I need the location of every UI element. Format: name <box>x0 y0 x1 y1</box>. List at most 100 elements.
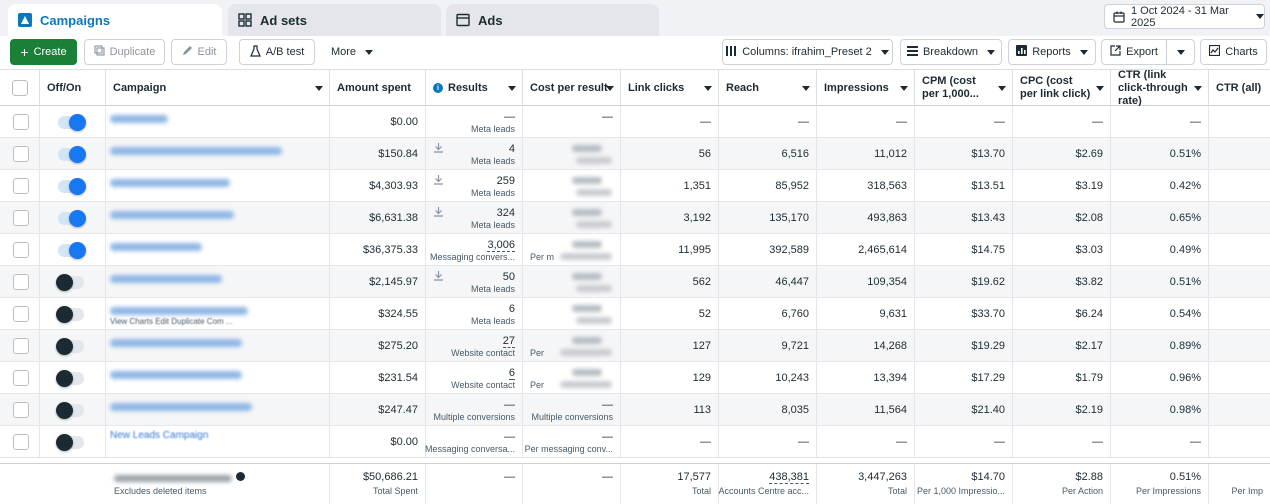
cell-sub: Meta leads <box>470 316 515 326</box>
header-link-clicks[interactable]: Link clicks <box>621 70 719 106</box>
info-icon[interactable] <box>236 472 245 481</box>
cpc-cell: $2.69 <box>1013 138 1111 170</box>
row-checkbox[interactable] <box>13 434 29 450</box>
header-impressions[interactable]: Impressions <box>817 70 915 106</box>
campaign-name-link[interactable] <box>110 211 234 219</box>
download-icon[interactable] <box>434 143 443 153</box>
more-button[interactable]: More <box>322 39 382 65</box>
campaign-toggle[interactable] <box>58 242 86 259</box>
cell-value: 129 <box>692 372 711 384</box>
export-dropdown-button[interactable] <box>1166 39 1195 65</box>
sort-icon[interactable] <box>802 86 810 91</box>
campaign-name-link[interactable]: New Leads Campaign <box>110 430 209 441</box>
sort-icon[interactable] <box>704 86 712 91</box>
table-row[interactable]: View Charts Edit Duplicate Com ... $324.5… <box>0 298 1270 330</box>
sort-icon[interactable] <box>315 86 323 91</box>
table-row[interactable]: $4,303.93 259 Meta leads 1,351 85,952 318,563… <box>0 170 1270 202</box>
download-icon[interactable] <box>434 207 443 217</box>
table-row[interactable]: $6,631.38 324 Meta leads 3,192 135,170 493,86… <box>0 202 1270 234</box>
header-label: Off/On <box>47 81 82 94</box>
download-icon[interactable] <box>434 271 443 281</box>
campaign-toggle[interactable] <box>56 274 84 291</box>
row-checkbox[interactable] <box>13 338 29 354</box>
row-checkbox[interactable] <box>13 146 29 162</box>
campaign-name-link[interactable] <box>110 371 242 379</box>
row-actions[interactable]: View Charts Edit Duplicate Com ... <box>110 317 233 326</box>
columns-button[interactable]: Columns: ifrahim_Preset 2 <box>722 39 893 65</box>
sort-icon[interactable] <box>1194 86 1202 91</box>
sort-icon[interactable] <box>1096 86 1104 91</box>
row-checkbox[interactable] <box>13 178 29 194</box>
campaign-toggle[interactable] <box>56 338 84 355</box>
charts-button[interactable]: Charts <box>1200 39 1267 65</box>
select-all-checkbox[interactable] <box>12 80 28 96</box>
campaign-toggle[interactable] <box>58 114 86 131</box>
campaign-name-link[interactable] <box>110 403 252 411</box>
row-checkbox[interactable] <box>13 274 29 290</box>
table-row[interactable]: $2,145.97 50 Meta leads 562 46,447 109,354 $19… <box>0 266 1270 298</box>
row-checkbox[interactable] <box>13 242 29 258</box>
campaign-name-link[interactable] <box>110 339 242 347</box>
info-icon[interactable]: i <box>433 83 443 93</box>
header-results[interactable]: i Results <box>426 70 523 106</box>
tab-campaigns[interactable]: Campaigns <box>8 4 222 36</box>
date-range-picker[interactable]: 1 Oct 2024 - 31 Mar 2025 <box>1104 4 1265 29</box>
row-checkbox[interactable] <box>13 370 29 386</box>
tab-ad-sets[interactable]: Ad sets <box>228 4 441 36</box>
more-label: More <box>330 46 357 58</box>
sort-icon[interactable] <box>508 86 516 91</box>
sort-icon[interactable] <box>998 86 1006 91</box>
campaign-toggle[interactable] <box>58 178 86 195</box>
create-button[interactable]: + Create <box>10 39 77 65</box>
cell-value: $3.19 <box>1075 180 1103 192</box>
export-button[interactable]: Export <box>1101 39 1167 65</box>
header-select-all[interactable] <box>0 70 40 106</box>
tab-label: Campaigns <box>40 12 111 28</box>
sort-icon[interactable] <box>606 86 614 91</box>
download-icon[interactable] <box>434 175 443 185</box>
row-checkbox[interactable] <box>13 210 29 226</box>
table-row[interactable]: $0.00— Meta leads — — — — — — — <box>0 106 1270 138</box>
header-cpc[interactable]: CPC (cost per link click) <box>1013 70 1111 106</box>
header-ctr-all[interactable]: CTR (all) <box>1209 70 1270 106</box>
campaign-toggle[interactable] <box>56 370 84 387</box>
cell-sub: Website contact <box>451 348 515 358</box>
campaign-name-link[interactable] <box>110 147 282 155</box>
header-cost-per-result[interactable]: Cost per result <box>523 70 621 106</box>
header-cpm[interactable]: CPM (cost per 1,000... <box>915 70 1013 106</box>
table-row[interactable]: $247.47— Multiple conversions — Multiple co… <box>0 394 1270 426</box>
campaign-name-link[interactable] <box>110 115 168 123</box>
table-row[interactable]: $275.20 27 Website contact Per 127 9,721 14,26… <box>0 330 1270 362</box>
ab-test-button[interactable]: A/B test <box>239 39 315 65</box>
reports-button[interactable]: Reports <box>1008 39 1096 65</box>
header-amount-spent[interactable]: Amount spent <box>330 70 426 106</box>
edit-button[interactable]: Edit <box>171 39 227 65</box>
campaign-toggle[interactable] <box>58 146 86 163</box>
header-reach[interactable]: Reach <box>719 70 817 106</box>
table-row[interactable]: $150.84 4 Meta leads 56 6,516 11,012 $13.70 $2.… <box>0 138 1270 170</box>
header-campaign[interactable]: Campaign <box>106 70 330 106</box>
sort-icon[interactable] <box>900 86 908 91</box>
table-row[interactable]: $231.54 6 Website contact Per 129 10,243 13,39… <box>0 362 1270 394</box>
campaign-toggle[interactable] <box>56 306 84 323</box>
blurred-sub <box>560 349 612 356</box>
spent-cell: $6,631.38 <box>330 202 426 234</box>
campaign-toggle[interactable] <box>56 402 84 419</box>
duplicate-button[interactable]: Duplicate <box>84 39 165 65</box>
tab-ads[interactable]: Ads <box>446 4 659 36</box>
table-row[interactable]: New Leads Campaign $0.00— Messaging conver… <box>0 426 1270 458</box>
row-checkbox[interactable] <box>13 114 29 130</box>
campaign-name-link[interactable] <box>110 307 248 315</box>
row-checkbox[interactable] <box>13 306 29 322</box>
table-row[interactable]: $36,375.33 3,006 Messaging convers... Per m… <box>0 234 1270 266</box>
campaign-name-link[interactable] <box>110 275 222 283</box>
breakdown-button[interactable]: Breakdown <box>900 39 1002 65</box>
campaign-toggle[interactable] <box>58 210 86 227</box>
header-ctr-link[interactable]: CTR (link click-through rate) <box>1111 69 1209 107</box>
campaign-name-link[interactable] <box>110 179 230 187</box>
row-checkbox[interactable] <box>13 402 29 418</box>
campaign-name-link[interactable] <box>110 243 202 251</box>
cell-value: 9,721 <box>781 340 809 352</box>
campaign-toggle[interactable] <box>56 434 84 451</box>
cpc-cell: $2.08 <box>1013 202 1111 234</box>
